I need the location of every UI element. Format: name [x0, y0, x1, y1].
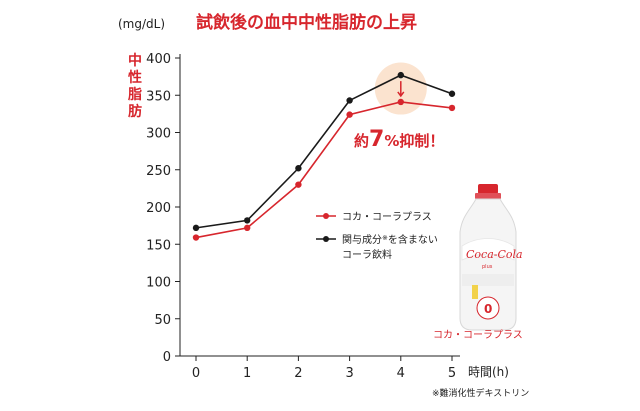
legend-label-coca-cola-plus: コカ・コーラプラス — [342, 211, 432, 223]
y-axis-label-char: 肪 — [128, 103, 142, 120]
y-axis-label: 中性脂肪 — [127, 52, 142, 120]
series-layer — [192, 71, 456, 241]
x-ticks: 0 1 2 3 4 5 — [192, 356, 456, 381]
x-tick-label: 2 — [294, 366, 302, 381]
y-tick-label: 400 — [146, 52, 171, 67]
data-point-coca-cola-plus — [295, 181, 302, 188]
y-unit-label: (mg/dL) — [118, 17, 165, 31]
legend-label-control-line2: コーラ飲料 — [342, 248, 392, 261]
product-caption: コカ・コーラプラス — [433, 329, 523, 341]
series-line-control — [195, 74, 453, 229]
y-tick-label: 100 — [146, 276, 171, 291]
reduction-annotation: 約7%抑制！ — [354, 127, 444, 152]
legend-label-control-line1: 関与成分※を含まない — [342, 233, 438, 246]
y-tick-label: 250 — [146, 164, 171, 179]
y-tick-label: 0 — [163, 350, 171, 365]
x-tick-label: 0 — [192, 366, 200, 381]
legend-control-part1: 関与成分 — [342, 234, 382, 246]
svg-text:中性脂肪: 中性脂肪 — [127, 52, 142, 120]
y-axis-label-char: 性 — [128, 69, 142, 86]
y-axis-label-char: 脂 — [127, 86, 142, 103]
data-point-control — [448, 90, 456, 97]
data-point-control — [397, 71, 404, 79]
data-point-control — [244, 217, 251, 224]
bottle-sublabel-text: plus — [482, 264, 493, 270]
data-point-coca-cola-plus — [448, 104, 456, 112]
down-arrow-icon — [397, 81, 405, 98]
series-line-coca-cola-plus — [195, 101, 453, 239]
chart-title: 試飲後の血中中性脂肪の上昇 — [196, 12, 417, 33]
y-tick-label: 200 — [146, 201, 171, 216]
x-tick-label: 4 — [397, 366, 405, 381]
data-point-control — [295, 165, 302, 172]
legend: コカ・コーラプラス 関与成分※を含まない コーラ飲料 — [316, 211, 438, 261]
data-point-coca-cola-plus — [397, 98, 404, 106]
y-axis-label-char: 中 — [128, 52, 142, 69]
y-tick-label: 50 — [154, 313, 171, 328]
svg-text:0: 0 — [484, 302, 492, 316]
annotation-prefix: 約 — [354, 132, 369, 150]
product-bottle-image: Coca-Cola plus 0 — [459, 184, 523, 331]
legend-marker-red — [323, 213, 329, 219]
annotation-number: 7 — [369, 127, 384, 152]
annotation-suffix: %抑制！ — [384, 132, 444, 150]
data-point-coca-cola-plus — [244, 224, 251, 232]
y-tick-label: 300 — [146, 127, 171, 142]
data-point-coca-cola-plus — [346, 111, 353, 118]
data-point-control — [346, 97, 353, 104]
y-ticks: 0 50 100 150 200 250 300 350 400 — [146, 52, 180, 365]
data-point-coca-cola-plus — [192, 234, 200, 241]
legend-marker-black — [323, 236, 329, 242]
y-tick-label: 150 — [146, 238, 171, 253]
x-tick-label: 3 — [345, 366, 353, 381]
y-tick-label: 350 — [146, 89, 171, 104]
x-axis-label: 時間(h) — [468, 365, 509, 379]
legend-control-part2: を含まない — [388, 233, 438, 246]
legend-control-sup: ※ — [382, 234, 388, 242]
x-tick-label: 1 — [243, 366, 251, 381]
x-tick-label: 5 — [448, 366, 456, 381]
bottle-logo-text: Coca-Cola — [466, 248, 523, 261]
data-point-control — [192, 224, 200, 232]
footnote: ※難消化性デキストリン — [432, 387, 529, 399]
